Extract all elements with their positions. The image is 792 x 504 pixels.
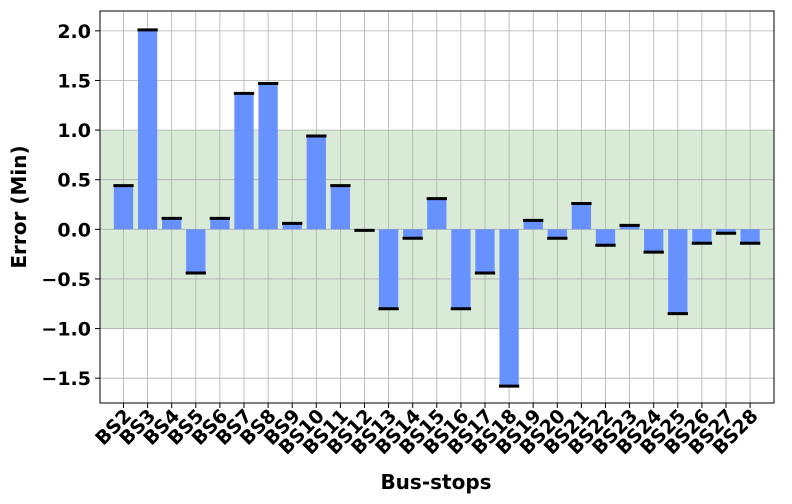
bar	[716, 229, 736, 234]
bar	[740, 229, 760, 244]
x-axis-label: Bus-stops	[380, 470, 491, 494]
y-tick-label: 0.5	[57, 170, 91, 192]
y-tick-label: 0.0	[57, 219, 91, 241]
bar	[258, 83, 278, 230]
y-tick-label: 1.0	[57, 120, 91, 142]
bar	[162, 218, 182, 230]
y-axis-ticks: −1.5 −1.0 −0.5 0.0 0.5 1.0 1.5 2.0	[41, 21, 100, 390]
bars	[113, 28, 761, 388]
bar	[692, 229, 712, 244]
bar	[547, 229, 567, 239]
bar	[523, 220, 543, 230]
bar	[475, 229, 495, 273]
bar	[282, 223, 302, 230]
y-axis-label: Error (Min)	[7, 145, 31, 268]
bar	[137, 29, 158, 230]
y-tick-label: 2.0	[57, 21, 91, 43]
grid	[100, 11, 774, 403]
bar	[378, 229, 399, 309]
bar	[210, 218, 230, 230]
bar	[427, 198, 447, 230]
bar	[571, 203, 592, 230]
bar	[330, 185, 351, 230]
bar	[113, 185, 134, 230]
bar	[644, 229, 664, 253]
y-tick-label: −1.0	[41, 319, 91, 341]
bar	[234, 93, 254, 230]
bar	[306, 136, 326, 230]
bar	[403, 229, 423, 239]
bar	[619, 225, 640, 230]
y-tick-label: 1.5	[57, 70, 91, 92]
bar	[668, 229, 688, 314]
bar	[451, 229, 471, 309]
bar	[186, 229, 206, 273]
y-tick-label: −0.5	[41, 269, 91, 291]
y-tick-label: −1.5	[41, 368, 91, 390]
bar	[499, 229, 519, 387]
bar	[595, 229, 616, 246]
x-axis-ticks: BS2BS3BS4BS5BS6BS7BS8BS9BS10BS11BS12BS13…	[91, 403, 763, 459]
